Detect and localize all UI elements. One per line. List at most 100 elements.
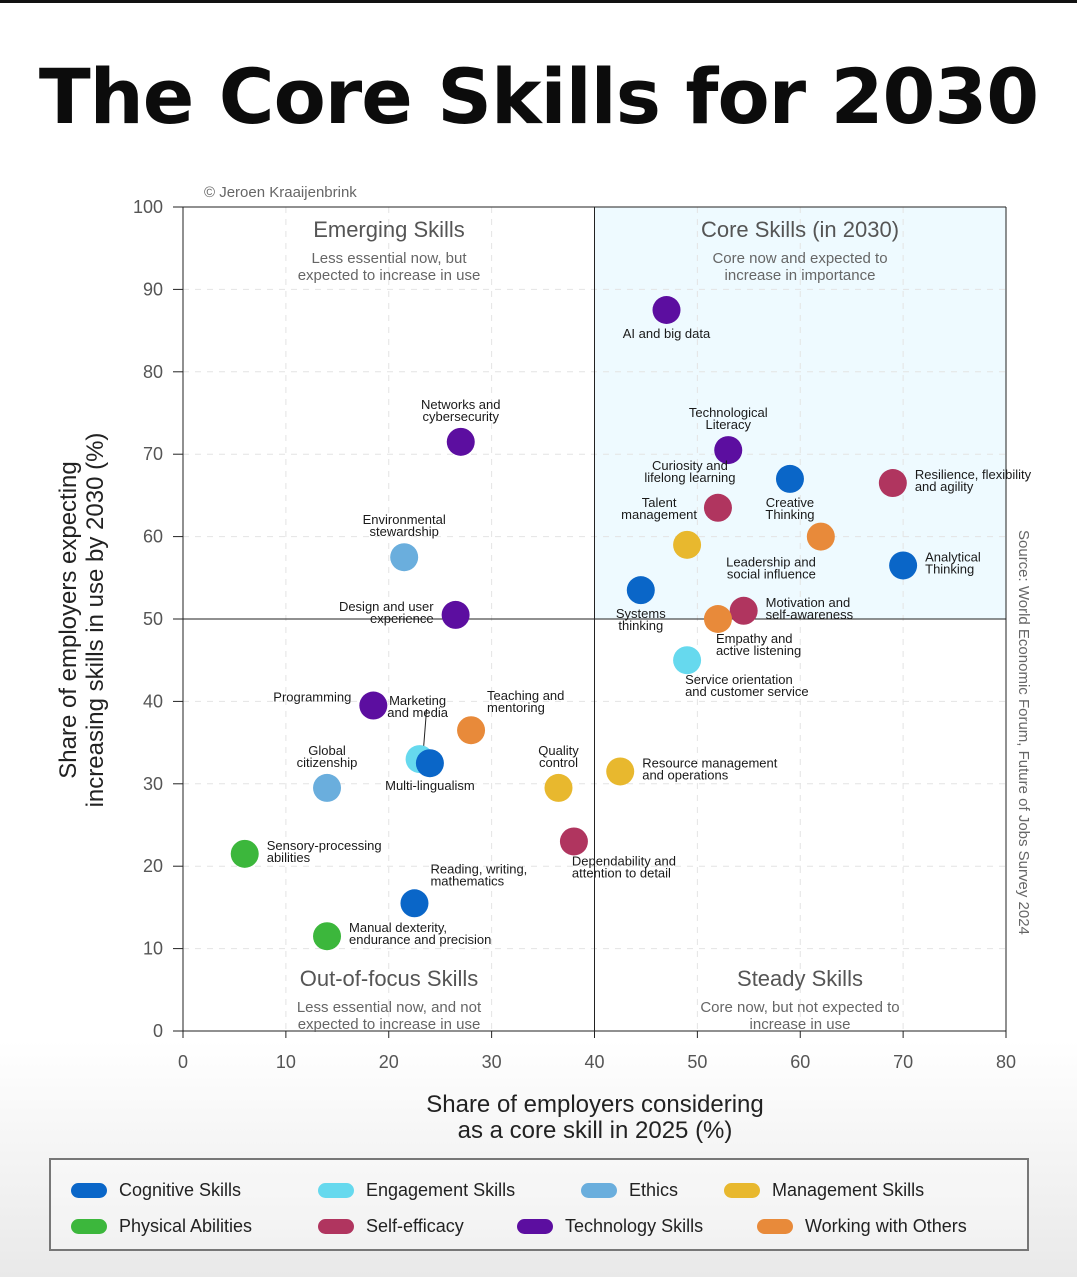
point-label: thinking [618,618,663,633]
data-point [806,522,835,551]
data-point [313,922,342,951]
point-label: Reading, writing, [430,861,527,876]
point-label: Environmental [363,512,446,527]
data-point [652,296,681,324]
point-label: Global [308,743,346,758]
data-point [775,464,804,493]
label-leader-line [423,709,428,748]
y-axis-label-group: Share of employers expecting increasing s… [55,433,109,808]
legend-item: Engagement Skills [318,1180,515,1201]
legend-item: Management Skills [724,1180,924,1201]
data-point [703,493,732,522]
x-tick-label: 80 [996,1052,1016,1072]
point-label: Motivation and [766,595,851,610]
point-label: Marketing [389,693,446,708]
y-tick-label: 80 [143,362,163,382]
y-tick-label: 60 [143,527,163,547]
point-label: mathematics [430,873,504,888]
data-point [606,757,635,786]
point-label: Analytical [925,549,981,564]
y-tick-label: 0 [153,1021,163,1041]
data-point [441,600,470,629]
quadrant-subtitle-emerging: Less essential now, but [311,250,467,267]
x-tick-label: 30 [482,1052,502,1072]
legend-label: Ethics [629,1180,679,1200]
y-tick-label: 20 [143,856,163,876]
quadrant-title-steady: Steady Skills [737,966,863,991]
point-label: social influence [727,567,816,582]
data-point [390,543,419,572]
data-point [703,605,732,633]
legend-swatch [757,1219,793,1234]
source-note-group: Source: World Economic Forum, Future of … [1015,530,1032,935]
legend-label: Technology Skills [565,1216,704,1236]
point-label: AI and big data [623,326,711,341]
point-label: Creative [766,495,814,510]
quadrant-subtitle-steady: Core now, but not expected to [700,999,899,1016]
legend-item: Cognitive Skills [71,1180,241,1201]
point-label: Empathy and [716,631,793,646]
data-point [230,839,259,868]
legend-swatch [581,1183,617,1198]
data-point [457,716,486,745]
point-label: Service orientation [685,672,793,687]
quadrant-title-outoffocus: Out-of-focus Skills [300,966,479,991]
legend-label: Cognitive Skills [119,1180,242,1200]
quadrant-subtitle-core: Core now and expected to [712,250,887,267]
quadrant-subtitle-outoffocus: Less essential now, and not [297,999,482,1016]
copyright-text: © Jeroen Kraaijenbrink [204,184,357,201]
point-label: Thinking [765,507,814,522]
quadrant-subtitle-core: increase in importance [725,267,876,284]
data-point [889,551,918,580]
legend-swatch [724,1183,760,1198]
point-label: Curiosity and [652,458,728,473]
point-label: Teaching and [487,688,564,703]
point-label: Literacy [705,417,751,432]
point-label: Systems [616,606,666,621]
legend-item: Technology Skills [517,1216,703,1237]
data-point [626,576,655,605]
legend-label: Working with Others [805,1216,967,1236]
y-tick-label: 30 [143,774,163,794]
point-label: Multi-lingualism [385,778,475,793]
point-label: abilities [267,850,311,865]
quadrant-subtitle-outoffocus: expected to increase in use [298,1016,481,1033]
legend-label: Self-efficacy [366,1216,464,1236]
point-label: management [621,507,697,522]
point-label: Sensory-processing [267,838,382,853]
point-label: cybersecurity [422,409,499,424]
point-label: and media [387,705,448,720]
data-point [359,691,388,720]
point-label: Networks and [421,397,500,412]
legend-swatch [517,1219,553,1234]
x-tick-label: 10 [276,1052,296,1072]
legend-swatch [318,1183,354,1198]
legend-item: Self-efficacy [318,1216,464,1237]
legend: Cognitive Skills Engagement Skills Ethics M… [49,1158,1029,1251]
point-label: Quality [538,743,579,758]
data-point [544,773,573,802]
point-label: citizenship [297,755,358,770]
legend-swatch [318,1219,354,1234]
point-label: Leadership and [726,555,816,570]
point-label: Technological [689,405,768,420]
x-tick-label: 50 [687,1052,707,1072]
point-label: Programming [273,690,351,705]
y-tick-label: 70 [143,444,163,464]
data-point [673,646,702,675]
top-border [0,0,1077,3]
point-label: Thinking [925,561,974,576]
y-tick-label: 50 [143,609,163,629]
point-label: lifelong learning [644,470,735,485]
data-point [400,889,429,918]
data-point [559,827,588,856]
y-tick-label: 40 [143,691,163,711]
point-label: control [539,755,578,770]
x-tick-label: 0 [178,1052,188,1072]
legend-item: Physical Abilities [71,1216,252,1237]
point-label: and agility [915,479,974,494]
data-point [313,773,342,802]
legend-label: Management Skills [772,1180,925,1200]
point-label: attention to detail [572,865,671,880]
x-tick-label: 60 [790,1052,810,1072]
